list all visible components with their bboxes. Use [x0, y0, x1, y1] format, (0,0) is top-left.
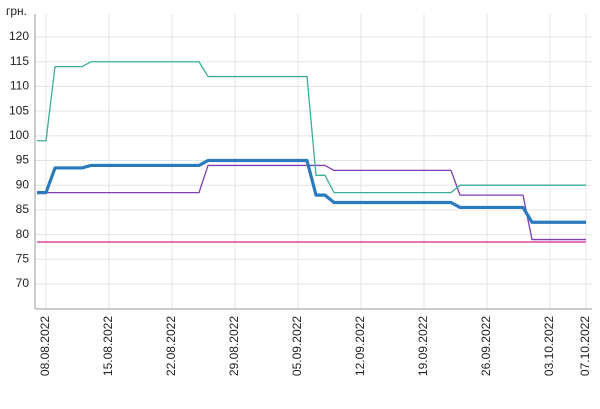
y-tick-label: 80	[16, 227, 30, 241]
x-tick-label: 12.09.2022	[353, 316, 367, 376]
series-line	[37, 158, 586, 224]
y-tick-label: 115	[10, 54, 29, 68]
y-tick-label: 85	[16, 202, 30, 216]
x-tick-label: 15.08.2022	[101, 316, 115, 376]
x-tick-label: 08.08.2022	[38, 316, 52, 376]
y-tick-label: 70	[16, 276, 30, 290]
y-tick-label: 95	[16, 153, 30, 167]
y-axis-label: грн.	[6, 4, 27, 18]
y-tick-label: 105	[9, 103, 29, 117]
plot	[37, 61, 586, 243]
y-tick-label: 100	[9, 128, 29, 142]
grid	[35, 14, 592, 309]
y-tick-label: 75	[16, 251, 30, 265]
x-tick-label: 19.09.2022	[416, 316, 430, 376]
x-tick-label: 29.08.2022	[227, 316, 241, 376]
y-tick-label: 110	[10, 79, 29, 93]
y-tick-label: 120	[9, 29, 29, 43]
series-line	[37, 61, 586, 194]
x-tick-label: 05.09.2022	[290, 316, 304, 376]
x-tick-label: 03.10.2022	[542, 316, 556, 376]
x-tick-label: 22.08.2022	[164, 316, 178, 376]
x-tick-label: 07.10.2022	[578, 316, 592, 376]
y-tick-label: 90	[16, 177, 30, 191]
series-line	[37, 164, 586, 241]
x-tick-label: 26.09.2022	[479, 316, 493, 376]
